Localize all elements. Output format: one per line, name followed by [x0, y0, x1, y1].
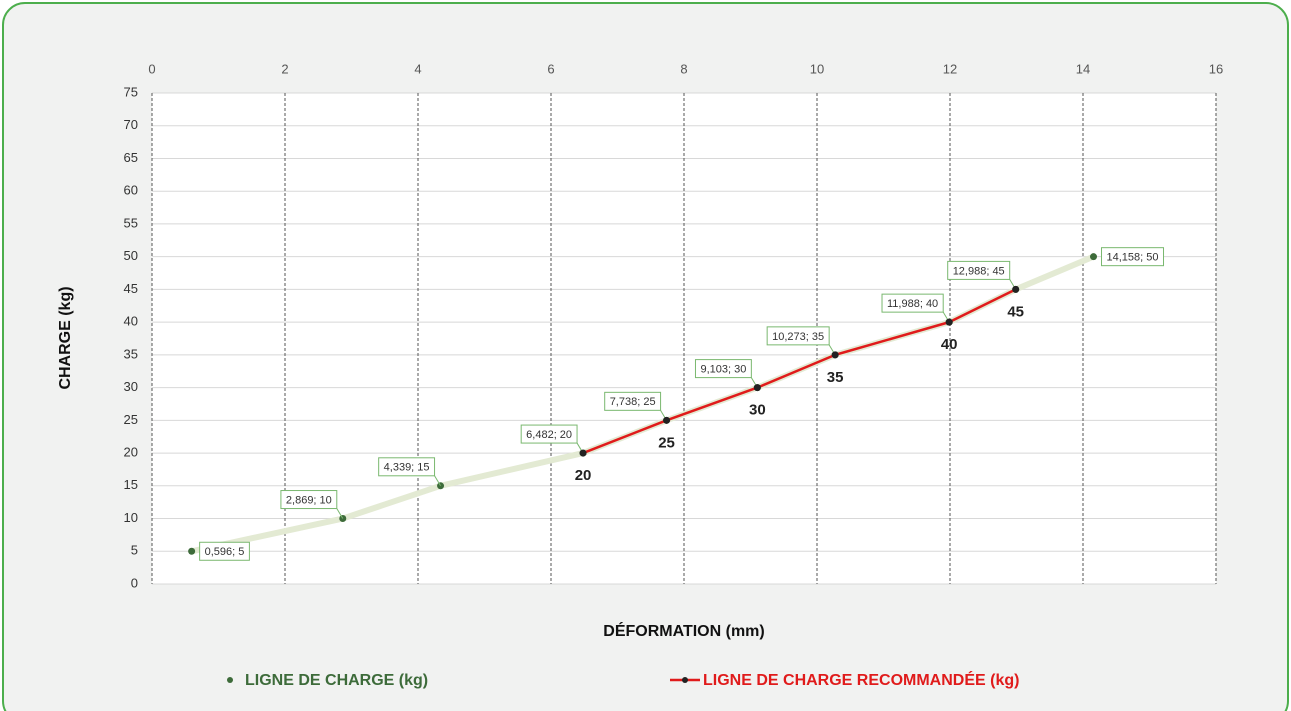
data-label: 7,738; 25 — [610, 396, 656, 408]
data-label-box — [694, 359, 752, 379]
legend-label: LIGNE DE CHARGE (kg) — [245, 672, 428, 689]
data-point — [1012, 285, 1020, 293]
x-tick-label: 14 — [1076, 61, 1090, 76]
x-tick-label: 12 — [943, 61, 957, 76]
x-tick-label: 6 — [547, 61, 554, 76]
y-tick-label: 75 — [124, 84, 138, 99]
data-label: 40 — [941, 336, 958, 353]
data-label: 6,482; 20 — [526, 429, 572, 441]
y-tick-label: 5 — [131, 543, 138, 558]
data-label-box — [520, 424, 578, 444]
y-axis-label: CHARGE (kg) — [57, 286, 74, 389]
data-point — [1090, 253, 1098, 261]
data-label-box — [378, 457, 436, 477]
y-tick-label: 60 — [124, 183, 138, 198]
data-label-box — [199, 541, 250, 561]
x-tick-label: 0 — [148, 61, 155, 76]
y-tick-label: 35 — [124, 346, 138, 361]
legend-marker — [682, 677, 688, 683]
y-tick-label: 45 — [124, 281, 138, 296]
y-tick-label: 30 — [124, 379, 138, 394]
data-label-box — [280, 490, 338, 510]
data-label: 20 — [575, 467, 592, 484]
x-tick-label: 8 — [680, 61, 687, 76]
data-label: 10,273; 35 — [772, 331, 824, 343]
data-label: 9,103; 30 — [700, 364, 746, 376]
y-tick-label: 15 — [124, 477, 138, 492]
legend-marker — [227, 677, 233, 683]
data-label-box — [604, 391, 662, 411]
data-point — [831, 351, 839, 359]
data-point — [945, 318, 953, 326]
y-tick-label: 70 — [124, 117, 138, 132]
data-label: 35 — [827, 369, 844, 386]
y-tick-label: 65 — [124, 150, 138, 165]
x-axis-label: DÉFORMATION (mm) — [603, 621, 764, 640]
data-label-box — [947, 260, 1011, 280]
x-tick-label: 4 — [414, 61, 421, 76]
x-tick-label: 10 — [810, 61, 824, 76]
y-tick-label: 50 — [124, 248, 138, 263]
data-label: 30 — [749, 402, 766, 419]
data-label: 4,339; 15 — [384, 462, 430, 474]
data-label: 12,988; 45 — [953, 265, 1005, 277]
data-label: 25 — [658, 434, 675, 451]
legend-label: LIGNE DE CHARGE RECOMMANDÉE (kg) — [703, 670, 1019, 689]
data-label-box — [1101, 247, 1165, 267]
y-tick-label: 20 — [124, 445, 138, 460]
data-label-box — [881, 293, 944, 313]
data-point — [579, 449, 587, 457]
y-tick-label: 10 — [124, 510, 138, 525]
data-label: 11,988; 40 — [887, 298, 938, 310]
data-point — [753, 384, 761, 392]
y-tick-label: 40 — [124, 314, 138, 329]
data-label: 45 — [1007, 303, 1024, 320]
y-tick-label: 25 — [124, 412, 138, 427]
x-tick-label: 2 — [281, 61, 288, 76]
y-tick-label: 55 — [124, 215, 138, 230]
data-point — [663, 416, 671, 424]
y-tick-label: 0 — [131, 575, 138, 590]
leader-line — [434, 475, 441, 487]
data-label-box — [766, 326, 830, 346]
leader-line — [336, 508, 344, 519]
series-line — [582, 288, 1017, 455]
data-label: 0,596; 5 — [205, 546, 245, 558]
data-point — [188, 547, 196, 555]
data-label: 2,869; 10 — [286, 494, 332, 506]
data-label: 14,158; 50 — [1107, 252, 1159, 264]
x-tick-label: 16 — [1209, 61, 1223, 76]
